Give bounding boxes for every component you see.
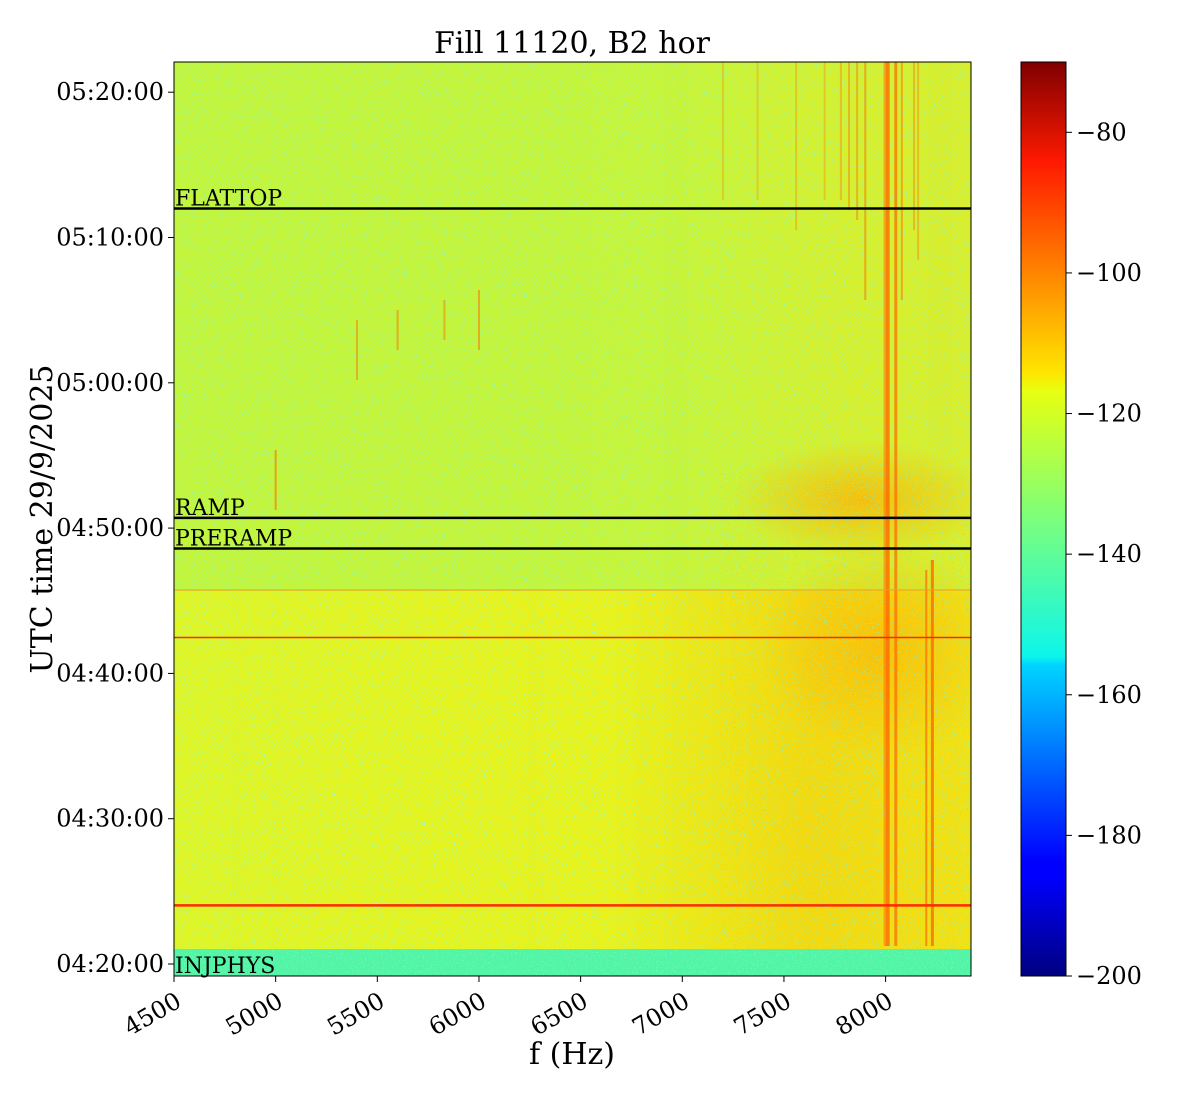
phase-label: FLATTOP — [175, 186, 282, 211]
x-tick-label: 5000 — [221, 987, 288, 1042]
heatmap-streaks — [174, 62, 971, 946]
y-tick-label: 05:00:00 — [56, 369, 164, 397]
y-tick-label: 04:20:00 — [56, 950, 164, 978]
x-tick-label: 8000 — [831, 987, 898, 1042]
y-tick-label: 04:30:00 — [56, 805, 164, 833]
colorbar-tick-label: −180 — [1076, 821, 1142, 849]
phase-label: RAMP — [175, 496, 245, 521]
phase-lines: FLATTOP RAMP PRERAMP INJPHYS — [174, 186, 971, 979]
colorbar-tick-label: −120 — [1076, 400, 1142, 428]
x-axis-label: f (Hz) — [529, 1037, 615, 1072]
colorbar-ticks: −200 −180 −160 −140 −120 −100 −80 — [1066, 118, 1142, 990]
colorbar-tick-label: −100 — [1076, 259, 1142, 287]
colorbar-tick-label: −200 — [1076, 962, 1142, 990]
x-tick-label: 6000 — [424, 987, 491, 1042]
phase-label: PRERAMP — [175, 526, 292, 551]
y-axis-label: UTC time 29/9/2025 — [25, 365, 60, 674]
phase-label: INJPHYS — [175, 954, 275, 979]
x-tick-label: 6500 — [526, 987, 593, 1042]
x-tick-label: 4500 — [119, 987, 186, 1042]
x-tick-label: 7500 — [729, 987, 796, 1042]
colorbar — [1020, 61, 1067, 977]
y-tick-label: 04:50:00 — [56, 514, 164, 542]
colorbar-tick-label: −140 — [1076, 540, 1142, 568]
x-tick-label: 7000 — [627, 987, 694, 1042]
x-tick-label: 5500 — [322, 987, 389, 1042]
colorbar-tick-label: −160 — [1076, 681, 1142, 709]
colorbar-tick-label: −80 — [1076, 118, 1127, 146]
plot-frame — [173, 61, 972, 977]
y-tick-label: 05:10:00 — [56, 224, 164, 252]
y-tick-label: 05:20:00 — [56, 78, 164, 106]
heatmap-warm-noise — [720, 470, 971, 950]
y-tick-label: 04:40:00 — [56, 659, 164, 687]
chart-title: Fill 11120, B2 hor — [434, 26, 711, 61]
x-axis-ticks: 4500 5000 5500 6000 6500 7000 7500 8000 — [119, 976, 898, 1041]
y-axis-ticks: 04:20:00 04:30:00 04:40:00 04:50:00 05:00:00… — [56, 78, 174, 978]
